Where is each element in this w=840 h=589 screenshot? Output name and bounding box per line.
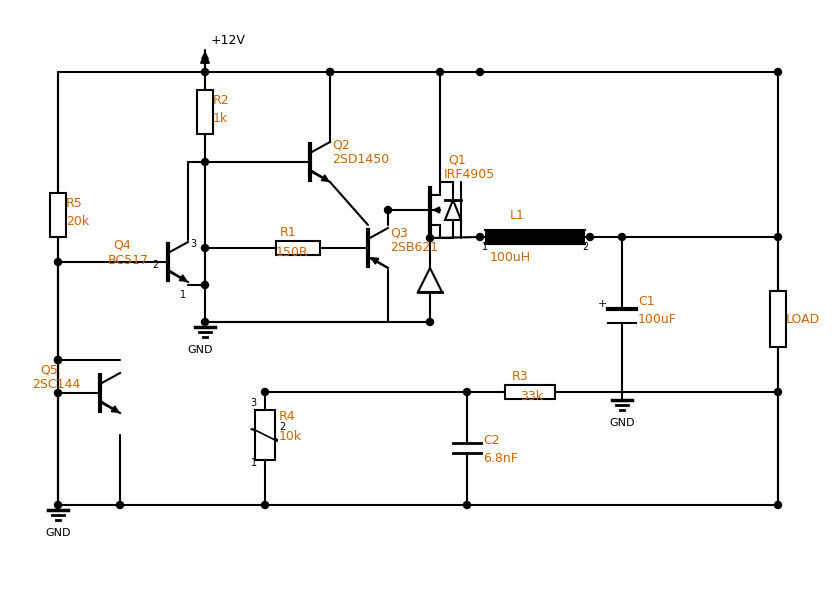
Text: Q4: Q4 [113, 239, 131, 252]
Polygon shape [445, 200, 461, 220]
Circle shape [202, 68, 208, 75]
Circle shape [427, 319, 433, 326]
Bar [276, 241, 320, 255]
Circle shape [476, 233, 484, 240]
Text: 10k: 10k [279, 431, 302, 444]
Circle shape [261, 501, 269, 508]
Circle shape [476, 68, 484, 75]
Text: +12V: +12V [211, 34, 246, 47]
Circle shape [586, 233, 594, 240]
Circle shape [202, 244, 208, 252]
Circle shape [427, 234, 433, 241]
Bar [485, 230, 585, 244]
Text: 100uH: 100uH [490, 250, 531, 263]
Circle shape [774, 68, 781, 75]
Bar [197, 90, 213, 134]
Circle shape [202, 282, 208, 289]
Text: R2: R2 [213, 94, 229, 107]
Text: +: + [598, 299, 607, 309]
Text: LOAD: LOAD [786, 313, 820, 326]
Text: R4: R4 [279, 411, 296, 423]
Text: L1: L1 [510, 209, 525, 221]
Text: 2SD1450: 2SD1450 [332, 153, 389, 166]
Text: Q3: Q3 [390, 227, 407, 240]
Circle shape [327, 68, 333, 75]
Text: GND: GND [187, 345, 213, 355]
Bar [255, 410, 275, 460]
Circle shape [202, 319, 208, 326]
Text: 1k: 1k [213, 111, 228, 124]
Circle shape [385, 207, 391, 213]
Bar [770, 291, 786, 347]
Text: 1: 1 [180, 290, 186, 300]
Text: 2SC144: 2SC144 [32, 378, 81, 391]
Polygon shape [418, 268, 442, 292]
Circle shape [327, 68, 333, 75]
Circle shape [202, 158, 208, 166]
Text: GND: GND [45, 528, 71, 538]
Text: R3: R3 [512, 369, 528, 382]
Text: 2: 2 [279, 422, 286, 432]
Circle shape [55, 356, 61, 363]
Circle shape [55, 501, 61, 508]
Text: GND: GND [609, 418, 635, 428]
Circle shape [774, 501, 781, 508]
Text: 2SB621: 2SB621 [390, 240, 438, 253]
Text: 100uF: 100uF [638, 313, 677, 326]
Circle shape [117, 501, 123, 508]
Circle shape [464, 389, 470, 395]
Circle shape [774, 389, 781, 395]
Circle shape [464, 501, 470, 508]
Text: Q1: Q1 [448, 154, 465, 167]
Circle shape [437, 68, 444, 75]
Text: R5: R5 [66, 197, 83, 210]
Text: 3: 3 [190, 239, 196, 249]
Text: 33k: 33k [520, 389, 543, 402]
Text: 3: 3 [250, 398, 256, 408]
Bar [505, 385, 555, 399]
Text: 150R: 150R [276, 246, 308, 259]
Circle shape [55, 389, 61, 396]
Text: 6.8nF: 6.8nF [483, 452, 518, 465]
Text: Q2: Q2 [332, 138, 349, 151]
Text: 1: 1 [251, 458, 257, 468]
Text: 20k: 20k [66, 214, 89, 227]
Text: BC517: BC517 [108, 253, 149, 266]
Text: Q5: Q5 [40, 363, 58, 376]
Text: IRF4905: IRF4905 [444, 167, 496, 180]
Text: 2: 2 [152, 260, 158, 270]
Circle shape [618, 233, 626, 240]
Text: 2: 2 [582, 242, 588, 252]
Bar [50, 193, 66, 237]
Circle shape [55, 356, 61, 363]
Text: C1: C1 [638, 294, 654, 307]
Text: R1: R1 [280, 226, 297, 239]
Text: C2: C2 [483, 434, 500, 446]
Circle shape [774, 233, 781, 240]
Text: 1: 1 [482, 242, 488, 252]
Circle shape [261, 389, 269, 395]
Circle shape [55, 259, 61, 266]
